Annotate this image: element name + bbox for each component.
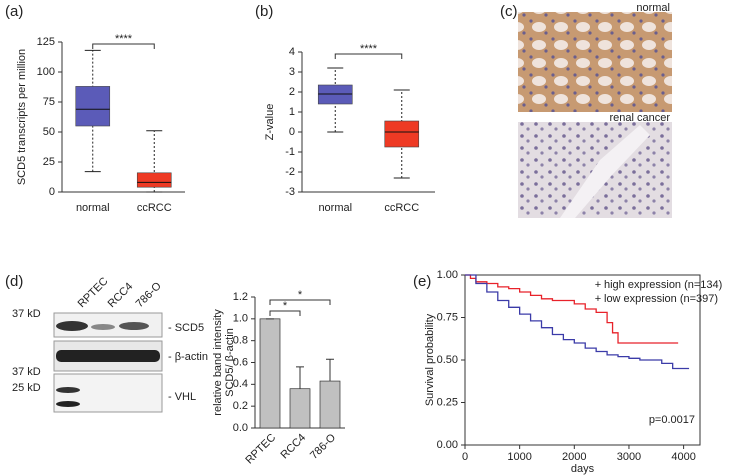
y-tick-label: -2 [285,166,295,178]
y-tick-label: 0.00 [437,439,458,451]
marker-label: 37 kD [12,308,41,320]
panel-letter: (a) [5,3,23,20]
significance-bracket [334,53,403,59]
survival-curve [465,274,690,370]
box [75,86,111,127]
x-tick-label: normal [76,202,110,214]
band-label: - SCD5 [168,322,204,334]
box [136,172,172,188]
band [56,401,80,407]
x-tick-label: normal [318,202,352,214]
y-tick-label: 3 [289,66,295,78]
y-tick-label: 125 [37,36,55,48]
band [91,324,115,330]
y-tick-label: -1 [285,146,295,158]
band [56,321,88,331]
x-tick-label: RCC4 [279,432,309,462]
y-tick-label: 0.50 [437,354,458,366]
image-label: renal cancer [609,112,670,124]
legend-label: low expression (n=397) [604,293,718,305]
y-axis-label: SCD5 transcripts per million [16,49,28,185]
marker-label: 25 kD [12,382,41,394]
panel-letter: (c) [500,3,518,20]
y-tick-label: 100 [37,66,55,78]
x-tick-label: 786-O [308,431,338,461]
x-axis-label: days [571,463,595,475]
x-tick-label: ccRCC [137,202,172,214]
x-tick-label: ccRCC [384,202,419,214]
y-tick-label: 0.4 [233,378,248,390]
significance-label: **** [360,43,378,55]
legend-marker: + [595,293,601,305]
y-axis-label: Survival probability [424,313,436,406]
y-tick-label: 1 [289,106,295,118]
legend-marker: + [595,279,601,291]
y-tick-label: -3 [285,186,295,198]
lane-label: 786-O [134,280,164,310]
y-tick-label: 0 [49,186,55,198]
band [119,322,149,330]
significance-bracket [92,43,155,49]
y-tick-label: 1.2 [233,291,248,303]
y-tick-label: 0.25 [437,396,458,408]
y-tick-label: 1.0 [233,313,248,325]
y-tick-label: 4 [289,46,295,58]
x-tick-label: 0 [462,451,468,463]
band [56,350,160,362]
x-tick-label: RPTEC [243,432,278,467]
y-tick-label: 0.75 [437,311,458,323]
y-tick-label: 25 [43,156,55,168]
y-tick-label: 1.00 [437,269,458,281]
y-axis-label: SCD5/ β-actin [224,328,236,397]
panel-letter: (d) [5,273,23,290]
significance-label: **** [115,33,133,45]
panel-letter: (b) [255,3,273,20]
image-label: normal [636,2,670,14]
significance-label: * [298,289,303,301]
significance-bracket [269,299,331,305]
band [56,387,80,393]
p-value: p=0.0017 [649,414,695,426]
lane-label: RPTEC [76,275,111,310]
significance-label: * [283,300,288,312]
normal-tissue-image [518,12,672,112]
panel-letter: (e) [413,273,431,290]
plot-frame [464,274,701,446]
legend-label: high expression (n=134) [604,279,722,291]
error-bar [326,358,334,382]
x-tick-label: 4000 [671,451,695,463]
x-tick-label: 1000 [507,451,531,463]
bar [289,388,311,429]
y-tick-label: 75 [43,96,55,108]
x-tick-label: 2000 [562,451,586,463]
y-tick-label: 0.2 [233,400,248,412]
marker-label: 37 kD [12,366,41,378]
bar [259,318,281,429]
bar [319,380,341,429]
y-tick-label: 0.8 [233,335,248,347]
y-tick-label: 2 [289,86,295,98]
y-tick-label: 0.0 [233,422,248,434]
x-tick-label: 3000 [617,451,641,463]
y-axis-label: relative band intensity [212,309,224,416]
significance-bracket [269,310,301,316]
y-tick-label: 50 [43,126,55,138]
y-axis-label: Z-value [264,104,276,141]
box [384,120,420,148]
band-label: - β-actin [168,351,208,363]
y-tick-label: 0 [289,126,295,138]
tissue-gap [560,125,650,218]
band-label: - VHL [168,391,196,403]
error-bar [296,366,304,389]
lane-label: RCC4 [106,281,136,311]
y-tick-label: 0.6 [233,356,248,368]
